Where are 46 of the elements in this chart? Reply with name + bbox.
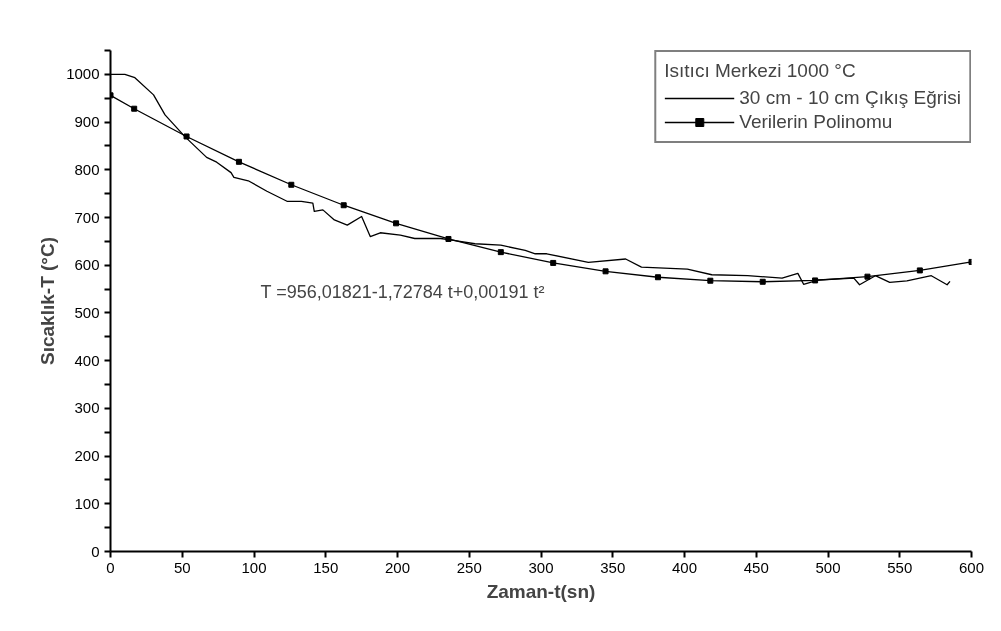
- annotation: T =956,01821-1,72784 t+0,00191 t²: [260, 281, 545, 302]
- y-tick-label: 1000: [66, 65, 100, 83]
- x-tick-label: 50: [173, 558, 191, 576]
- y-tick-label: 100: [74, 494, 100, 512]
- y-axis-title: Sıcaklık-T (°C): [37, 237, 59, 365]
- x-tick-label: 100: [241, 558, 267, 576]
- x-tick-label: 200: [384, 558, 411, 576]
- point: [916, 267, 923, 274]
- point: [131, 105, 138, 112]
- x-tick-label: 350: [600, 558, 626, 576]
- y-tick-label: 0: [91, 542, 100, 560]
- point: [812, 277, 819, 284]
- point: [288, 181, 295, 188]
- x-tick-label: 250: [456, 558, 482, 576]
- point: [497, 249, 504, 256]
- y-tick-label: 600: [74, 256, 100, 274]
- x-tick-label: 150: [313, 558, 339, 576]
- y-tick-label: 400: [74, 351, 100, 369]
- y-tick-label: 800: [74, 160, 100, 178]
- y-tick-label: 300: [74, 399, 100, 417]
- point: [235, 158, 242, 165]
- point: [183, 133, 190, 140]
- point: [393, 220, 400, 227]
- point: [864, 273, 871, 280]
- x-tick-label: 600: [958, 558, 985, 576]
- point: [602, 268, 609, 275]
- point: [445, 235, 452, 242]
- y-tick-label: 200: [74, 447, 100, 465]
- x-tick-label: 400: [671, 558, 698, 576]
- point: [340, 202, 347, 209]
- point: [707, 277, 714, 284]
- x-tick-label: 550: [887, 558, 913, 576]
- legend-title: Isıtıcı Merkezi 1000 °C: [664, 60, 857, 82]
- x-tick-label: 500: [815, 558, 841, 576]
- legend-label: 30 cm - 10 cm Çıkış Eğrisi: [739, 87, 961, 109]
- point: [759, 278, 766, 285]
- y-tick-label: 900: [74, 113, 100, 131]
- x-tick-label: 300: [528, 558, 554, 576]
- x-tick-label: 450: [743, 558, 769, 576]
- y-tick-label: 700: [74, 208, 100, 226]
- legend-label: Verilerin Polinomu: [739, 111, 893, 133]
- point: [654, 274, 661, 281]
- x-tick-label: 0: [106, 558, 115, 576]
- point: [550, 259, 557, 266]
- x-axis-title: Zaman-t(sn): [486, 580, 596, 602]
- y-tick-label: 500: [74, 303, 100, 321]
